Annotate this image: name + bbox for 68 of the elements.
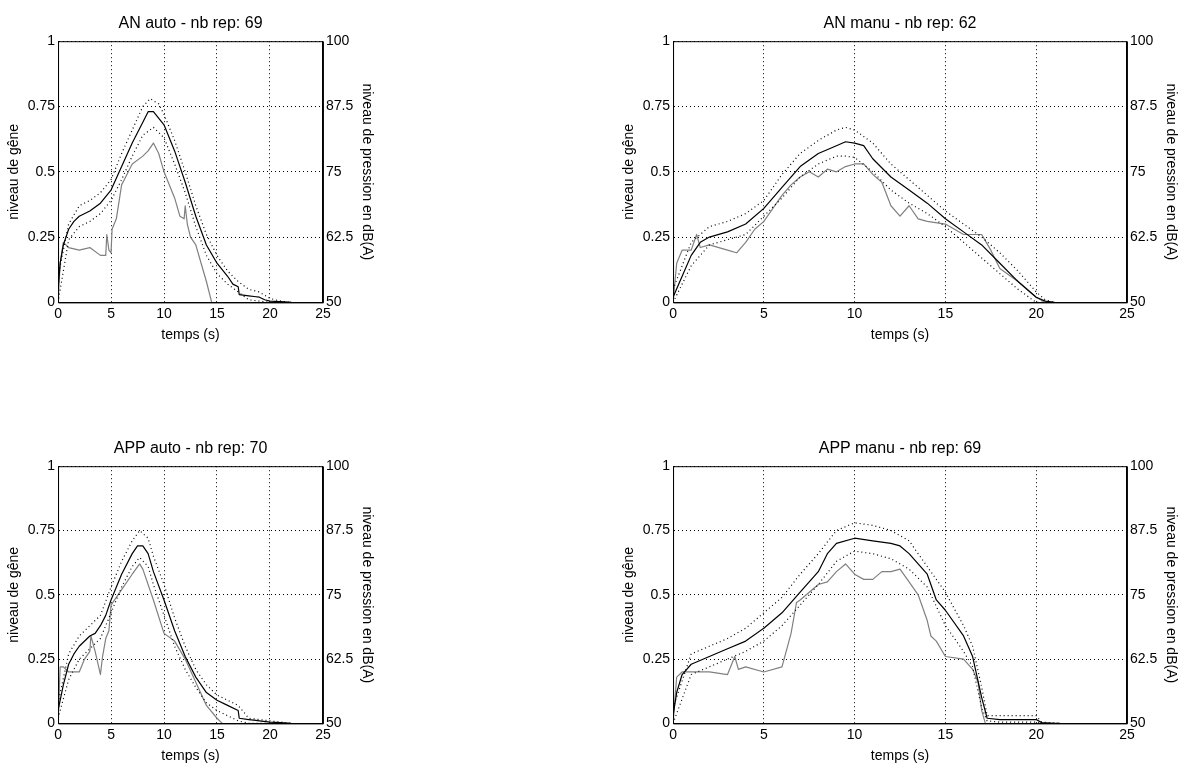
y-tick-label: 0 — [662, 293, 671, 310]
y2-tick-label: 100 — [1129, 457, 1154, 474]
x-tick-label: 5 — [107, 725, 116, 742]
x-axis-title: temps (s) — [161, 326, 220, 343]
x-axis-title: temps (s) — [161, 747, 220, 764]
chart-title: APP auto - nb rep: 70 — [113, 439, 268, 457]
x-tick-label: 15 — [937, 304, 954, 321]
y-tick-label: 0 — [662, 714, 671, 731]
chart-title: AN auto - nb rep: 69 — [118, 14, 263, 32]
x-tick-label: 10 — [846, 304, 863, 321]
y-tick-label: 0.5 — [35, 585, 56, 602]
y-tick-label: 0.75 — [27, 97, 56, 114]
y2-tick-label: 62.5 — [325, 649, 354, 666]
y-tick-label: 1 — [662, 457, 671, 474]
y-tick-label: 1 — [47, 457, 56, 474]
y2-tick-label: 87.5 — [1129, 97, 1158, 114]
y-tick-label: 0 — [47, 714, 56, 731]
y-axis-title: niveau de gêne — [5, 546, 22, 643]
y-tick-label: 0.5 — [35, 162, 56, 179]
y2-tick-label: 87.5 — [325, 521, 354, 538]
x-tick-label: 5 — [107, 304, 116, 321]
y-tick-label: 0.25 — [27, 227, 56, 244]
y2-tick-label: 75 — [325, 162, 342, 179]
y2-axis-title: niveau de pression en dB(A) — [359, 506, 376, 684]
x-tick-label: 20 — [262, 304, 278, 321]
x-axis-title: temps (s) — [870, 326, 930, 343]
y2-axis-title: niveau de pression en dB(A) — [359, 83, 376, 261]
y-tick-label: 0.75 — [642, 97, 671, 114]
x-tick-label: 20 — [262, 725, 278, 742]
y2-tick-label: 75 — [325, 585, 342, 602]
y2-tick-label: 87.5 — [325, 97, 354, 114]
y-axis-title: niveau de gêne — [5, 123, 22, 220]
y-tick-label: 0.75 — [27, 521, 56, 538]
y2-tick-label: 75 — [1129, 162, 1146, 179]
y-tick-label: 1 — [47, 32, 56, 49]
y-tick-label: 1 — [662, 32, 671, 49]
y2-tick-label: 62.5 — [1129, 649, 1158, 666]
y-tick-label: 0.5 — [650, 162, 671, 179]
x-tick-label: 5 — [759, 304, 768, 321]
x-tick-label: 20 — [1028, 725, 1045, 742]
x-axis-title: temps (s) — [870, 747, 930, 764]
y2-tick-label: 100 — [1129, 32, 1154, 49]
y2-axis-title: niveau de pression en dB(A) — [1163, 83, 1180, 261]
y2-tick-label: 62.5 — [1129, 227, 1158, 244]
x-tick-label: 15 — [209, 725, 225, 742]
x-tick-label: 10 — [846, 725, 863, 742]
y2-tick-label: 87.5 — [1129, 521, 1158, 538]
x-tick-label: 20 — [1028, 304, 1045, 321]
y-tick-label: 0.25 — [27, 649, 56, 666]
y-tick-label: 0.5 — [650, 585, 671, 602]
y-tick-label: 0.75 — [642, 521, 671, 538]
x-tick-label: 15 — [209, 304, 225, 321]
y-axis-title: niveau de gêne — [620, 546, 637, 643]
y2-tick-label: 100 — [325, 32, 350, 49]
x-tick-label: 10 — [156, 304, 173, 321]
x-tick-label: 5 — [759, 725, 768, 742]
y-axis-title: niveau de gêne — [620, 123, 637, 220]
chart-title: AN manu - nb rep: 62 — [823, 14, 977, 32]
y-tick-label: 0.25 — [642, 649, 671, 666]
y2-tick-label: 100 — [325, 457, 350, 474]
y-tick-label: 0.25 — [642, 227, 671, 244]
y2-tick-label: 62.5 — [325, 227, 354, 244]
chart-title: APP manu - nb rep: 69 — [818, 439, 982, 457]
y-tick-label: 0 — [47, 293, 56, 310]
y2-tick-label: 75 — [1129, 585, 1146, 602]
x-tick-label: 15 — [937, 725, 954, 742]
x-tick-label: 10 — [156, 725, 173, 742]
y2-axis-title: niveau de pression en dB(A) — [1163, 506, 1180, 684]
